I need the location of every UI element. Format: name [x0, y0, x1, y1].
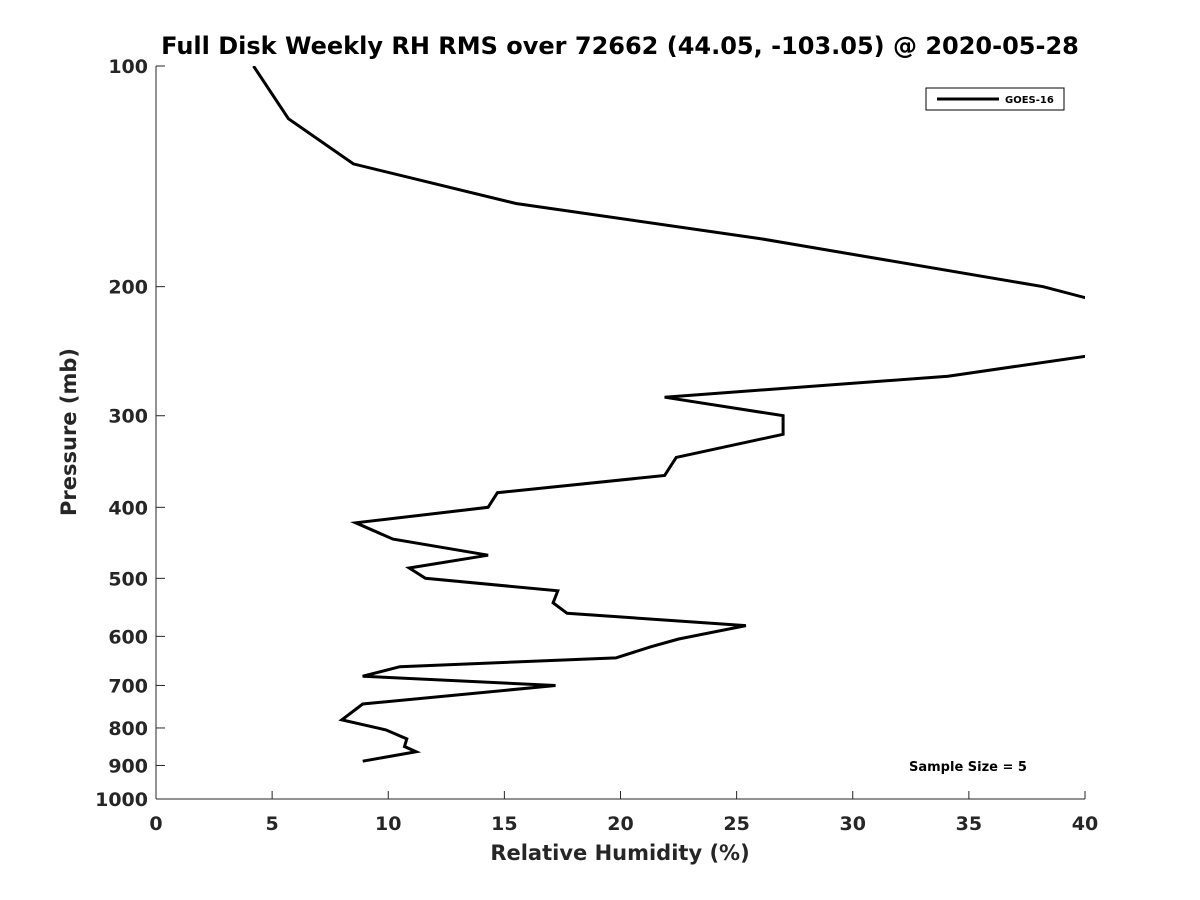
x-tick-label: 25	[723, 813, 749, 835]
x-axis-ticks: 0 5 10 15 20 25 30 35 40	[149, 791, 1098, 835]
legend-label: GOES-16	[1005, 95, 1054, 106]
x-tick-label: 30	[840, 813, 866, 835]
y-tick-label: 200	[108, 277, 148, 299]
chart-title: Full Disk Weekly RH RMS over 72662 (44.0…	[161, 32, 1079, 60]
sample-size-annotation: Sample Size = 5	[909, 760, 1027, 775]
x-tick-label: 20	[607, 813, 633, 835]
x-tick-label: 0	[149, 813, 162, 835]
y-tick-label: 800	[108, 718, 148, 740]
y-tick-label: 500	[108, 568, 148, 590]
x-axis-label: Relative Humidity (%)	[490, 841, 749, 865]
x-tick-label: 15	[491, 813, 517, 835]
legend: GOES-16	[925, 87, 1065, 111]
y-tick-label: 100	[108, 56, 148, 78]
y-tick-label: 600	[108, 626, 148, 648]
x-tick-label: 35	[956, 813, 982, 835]
x-tick-label: 40	[1072, 813, 1098, 835]
y-tick-label: 300	[108, 406, 148, 428]
x-tick-label: 10	[375, 813, 401, 835]
x-tick-label: 5	[266, 813, 279, 835]
plot-area	[155, 66, 1085, 800]
series-line-goes16	[252, 66, 1085, 763]
y-tick-label: 400	[108, 497, 148, 519]
y-axis-ticks: 100 200 300 400 500 600 700 800 900 1000	[95, 56, 165, 811]
y-tick-label: 1000	[95, 789, 148, 811]
y-tick-label: 900	[108, 755, 148, 777]
y-axis-label: Pressure (mb)	[57, 348, 81, 516]
y-tick-label: 700	[108, 675, 148, 697]
